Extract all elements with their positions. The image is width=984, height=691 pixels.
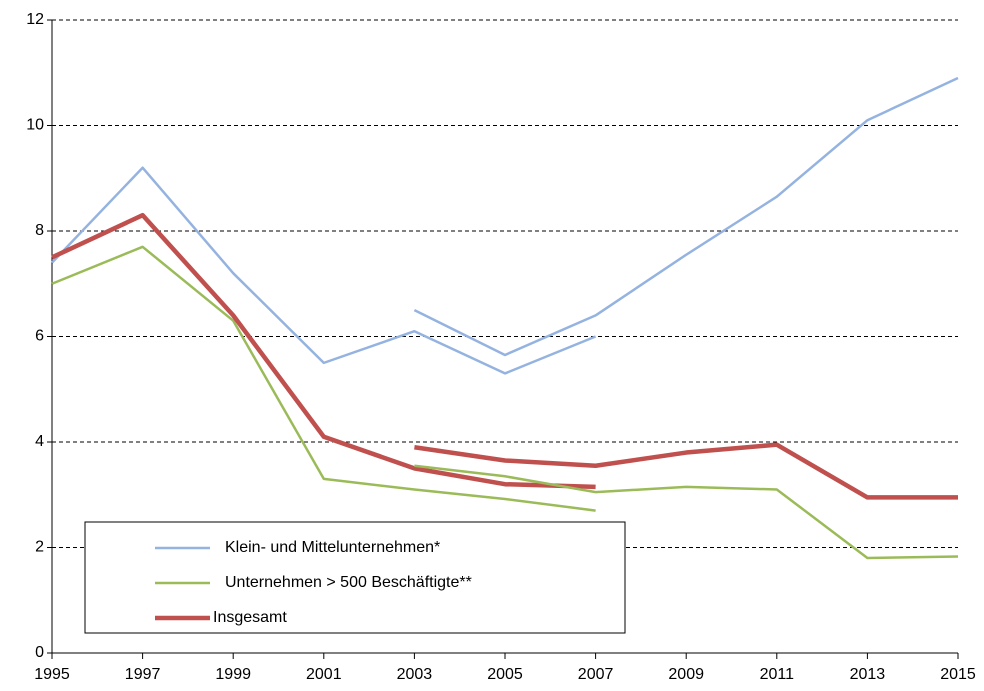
x-tick-label: 2003 xyxy=(397,666,433,683)
y-tick-label: 2 xyxy=(35,539,44,556)
y-tick-label: 0 xyxy=(35,644,44,661)
y-tick-label: 6 xyxy=(35,328,44,345)
y-tick-label: 4 xyxy=(35,433,44,450)
x-tick-label: 2011 xyxy=(760,666,795,683)
legend-label: Insgesamt xyxy=(213,609,287,626)
y-tick-label: 12 xyxy=(26,11,44,28)
x-tick-label: 2005 xyxy=(487,666,523,683)
series-line xyxy=(51,212,596,490)
series-line xyxy=(51,166,597,375)
x-tick-label: 1995 xyxy=(34,666,70,683)
x-tick-label: 2001 xyxy=(306,666,342,683)
x-tick-label: 1999 xyxy=(215,666,251,683)
x-tick-label: 2007 xyxy=(578,666,614,683)
series-line xyxy=(414,442,958,500)
series-line xyxy=(414,464,959,560)
x-tick-label: 2015 xyxy=(940,666,976,683)
legend-label: Klein- und Mittelunternehmen* xyxy=(225,539,440,556)
series-line xyxy=(51,245,596,512)
y-tick-label: 8 xyxy=(35,222,44,239)
x-tick-label: 1997 xyxy=(125,666,161,683)
x-tick-label: 2009 xyxy=(668,666,704,683)
x-tick-label: 2013 xyxy=(850,666,886,683)
series-line xyxy=(413,76,959,357)
y-tick-label: 10 xyxy=(26,117,44,134)
legend-box xyxy=(84,521,626,634)
legend-label: Unternehmen > 500 Beschäftigte** xyxy=(225,574,472,591)
